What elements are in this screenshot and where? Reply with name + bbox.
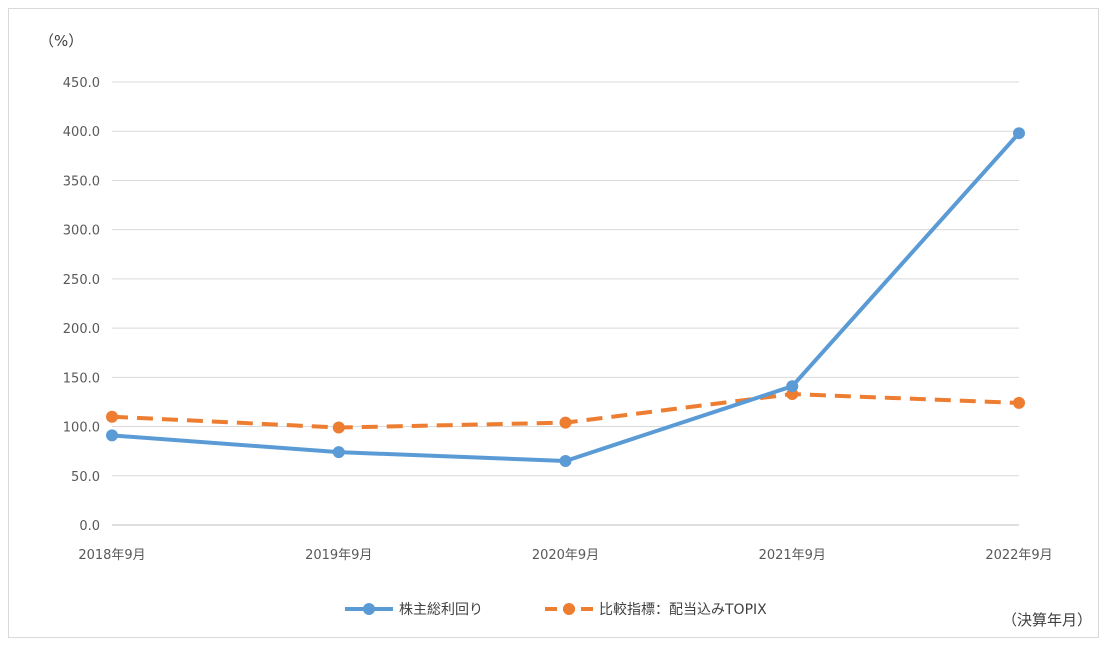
series-line (111, 131, 1021, 464)
data-point (1013, 127, 1025, 140)
y-tick-label: 50.0 (71, 470, 100, 485)
x-tick-label: 2018年9月 (78, 548, 145, 563)
data-point (559, 455, 572, 468)
legend: 株主総利回り 比較指標：配当込みTOPIX (345, 602, 767, 618)
x-tick-label: 2022年9月 (985, 548, 1052, 563)
y-tick-label: 0.0 (79, 519, 100, 534)
y-tick-label: 400.0 (63, 125, 100, 140)
data-point (106, 410, 118, 423)
legend-marker (363, 603, 375, 615)
x-unit-label: （決算年月） (1002, 611, 1092, 629)
data-point (559, 416, 572, 429)
chart-frame: 0.0 50.0 100.0 150.0 200.0 250.0 300.0 350.0 400… (8, 8, 1099, 638)
gridlines (112, 81, 1019, 477)
data-point (332, 421, 345, 434)
legend-label: 比較指標：配当込みTOPIX (599, 602, 767, 618)
data-point (332, 446, 345, 459)
y-tick-label: 300.0 (63, 224, 100, 239)
series-layer (106, 127, 1025, 468)
x-tick-label: 2021年9月 (759, 548, 826, 563)
x-tick-label: 2020年9月 (532, 548, 599, 563)
data-point (106, 429, 118, 442)
y-tick-label: 250.0 (63, 273, 100, 288)
legend-label: 株主総利回り (399, 602, 483, 618)
legend-marker (563, 603, 575, 615)
line-chart: 0.0 50.0 100.0 150.0 200.0 250.0 300.0 350.0 400… (39, 32, 1092, 629)
y-tick-label: 200.0 (63, 322, 100, 337)
y-tick-label: 150.0 (63, 371, 100, 386)
y-tick-label: 450.0 (63, 76, 100, 91)
data-point (1013, 396, 1025, 409)
x-tick-label: 2019年9月 (305, 548, 372, 563)
data-point (786, 380, 799, 393)
axes: 0.0 50.0 100.0 150.0 200.0 250.0 300.0 350.0 400… (63, 76, 1053, 563)
y-unit-label: （%） (39, 32, 83, 50)
y-tick-label: 100.0 (63, 421, 100, 436)
y-tick-label: 350.0 (63, 174, 100, 189)
